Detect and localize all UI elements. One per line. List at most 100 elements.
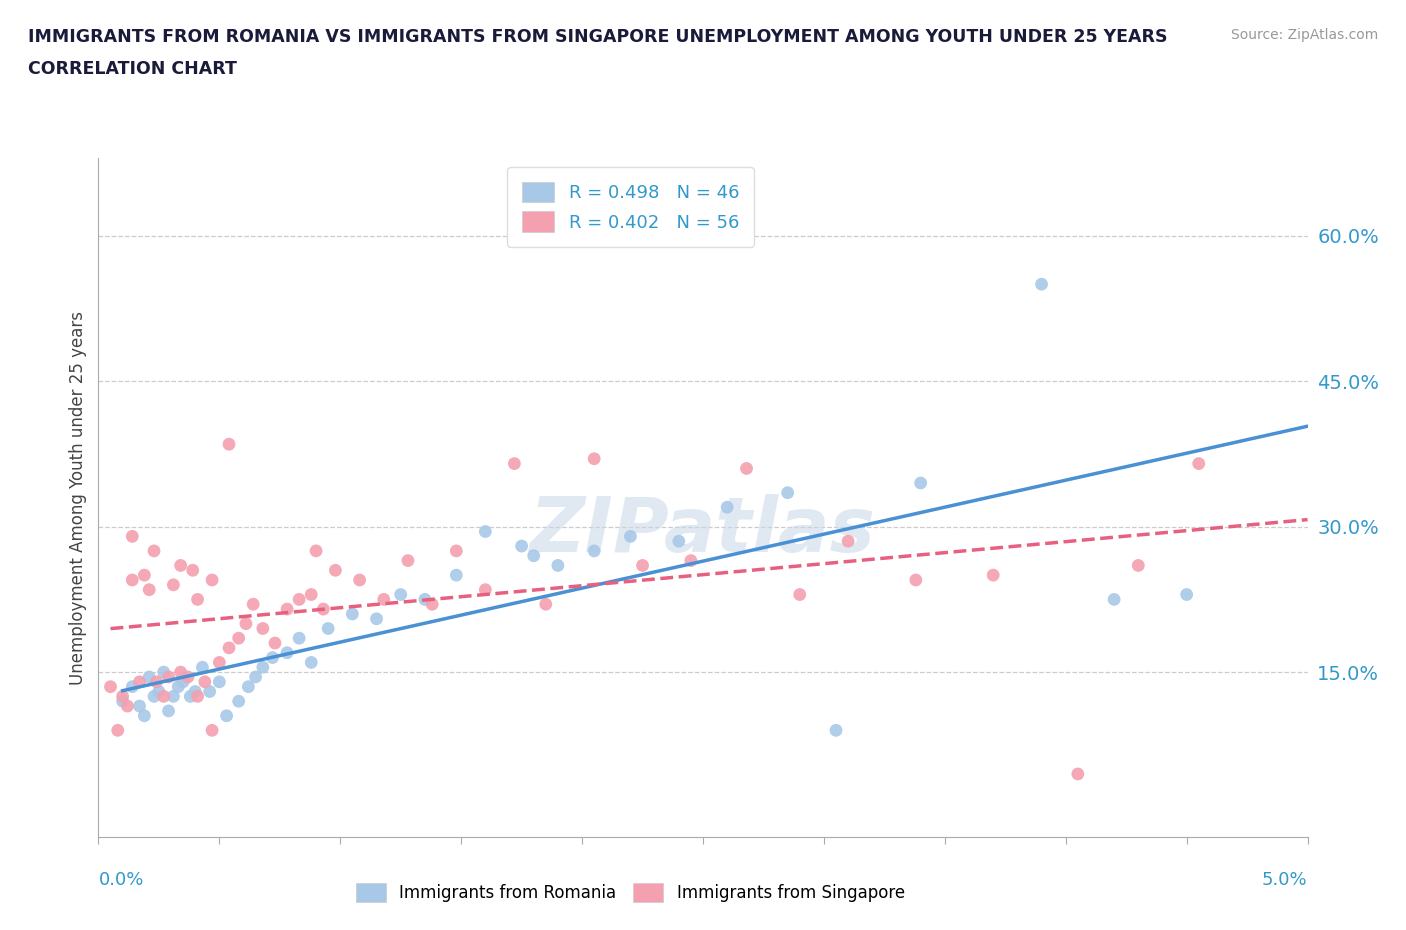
Point: [235, 617, 257, 631]
Point: [325, 563, 347, 578]
Point: [668, 534, 690, 549]
Point: [121, 679, 143, 694]
Point: [121, 529, 143, 544]
Point: [316, 621, 339, 636]
Point: [389, 587, 412, 602]
Point: [1067, 766, 1090, 781]
Point: [252, 621, 274, 636]
Point: [837, 534, 859, 549]
Legend: Immigrants from Romania, Immigrants from Singapore: Immigrants from Romania, Immigrants from…: [347, 874, 912, 910]
Point: [446, 567, 468, 582]
Point: [179, 689, 201, 704]
Point: [904, 573, 927, 588]
Point: [1031, 277, 1053, 292]
Point: [373, 592, 395, 607]
Point: [776, 485, 799, 500]
Point: [128, 674, 150, 689]
Point: [534, 597, 557, 612]
Point: [1175, 587, 1198, 602]
Point: [162, 689, 184, 704]
Point: [262, 650, 284, 665]
Text: 5.0%: 5.0%: [1263, 870, 1308, 889]
Point: [177, 670, 200, 684]
Text: 0.0%: 0.0%: [98, 870, 143, 889]
Point: [134, 567, 156, 582]
Point: [218, 641, 240, 656]
Point: [111, 694, 134, 709]
Y-axis label: Unemployment Among Youth under 25 years: Unemployment Among Youth under 25 years: [69, 311, 87, 684]
Point: [134, 709, 156, 724]
Point: [238, 679, 260, 694]
Point: [299, 587, 322, 602]
Point: [162, 578, 184, 592]
Point: [111, 689, 134, 704]
Point: [631, 558, 654, 573]
Point: [583, 543, 606, 558]
Point: [679, 553, 702, 568]
Point: [201, 573, 224, 588]
Point: [191, 660, 214, 675]
Point: [276, 645, 298, 660]
Text: CORRELATION CHART: CORRELATION CHART: [28, 60, 238, 78]
Point: [1188, 457, 1211, 472]
Point: [138, 670, 160, 684]
Point: [288, 631, 311, 645]
Point: [619, 529, 641, 544]
Point: [100, 679, 122, 694]
Point: [128, 698, 150, 713]
Point: [215, 709, 238, 724]
Point: [117, 698, 139, 713]
Point: [121, 573, 143, 588]
Point: [474, 525, 496, 539]
Point: [184, 684, 207, 699]
Point: [152, 665, 174, 680]
Point: [547, 558, 569, 573]
Point: [187, 689, 209, 704]
Point: [312, 602, 335, 617]
Point: [276, 602, 298, 617]
Point: [252, 660, 274, 675]
Point: [446, 543, 468, 558]
Point: [194, 674, 217, 689]
Point: [152, 689, 174, 704]
Point: [208, 655, 231, 670]
Point: [157, 670, 180, 684]
Text: Source: ZipAtlas.com: Source: ZipAtlas.com: [1230, 28, 1378, 42]
Point: [228, 631, 250, 645]
Point: [143, 689, 166, 704]
Point: [187, 592, 209, 607]
Point: [169, 665, 191, 680]
Point: [145, 674, 167, 689]
Point: [169, 558, 191, 573]
Point: [157, 703, 180, 718]
Point: [288, 592, 311, 607]
Point: [181, 563, 204, 578]
Point: [342, 606, 364, 621]
Point: [143, 543, 166, 558]
Point: [420, 597, 443, 612]
Point: [396, 553, 419, 568]
Point: [523, 549, 546, 564]
Point: [172, 674, 194, 689]
Text: ZIPatlas: ZIPatlas: [530, 495, 876, 568]
Point: [735, 461, 758, 476]
Text: IMMIGRANTS FROM ROMANIA VS IMMIGRANTS FROM SINGAPORE UNEMPLOYMENT AMONG YOUTH UN: IMMIGRANTS FROM ROMANIA VS IMMIGRANTS FR…: [28, 28, 1167, 46]
Point: [107, 723, 129, 737]
Point: [474, 582, 496, 597]
Point: [264, 635, 287, 650]
Point: [198, 684, 221, 699]
Point: [1102, 592, 1125, 607]
Point: [201, 723, 224, 737]
Point: [208, 674, 231, 689]
Point: [366, 611, 388, 626]
Point: [716, 499, 738, 514]
Point: [148, 684, 170, 699]
Point: [981, 567, 1004, 582]
Point: [1128, 558, 1150, 573]
Point: [583, 451, 606, 466]
Point: [167, 679, 190, 694]
Point: [228, 694, 250, 709]
Point: [825, 723, 848, 737]
Point: [789, 587, 811, 602]
Point: [218, 437, 240, 452]
